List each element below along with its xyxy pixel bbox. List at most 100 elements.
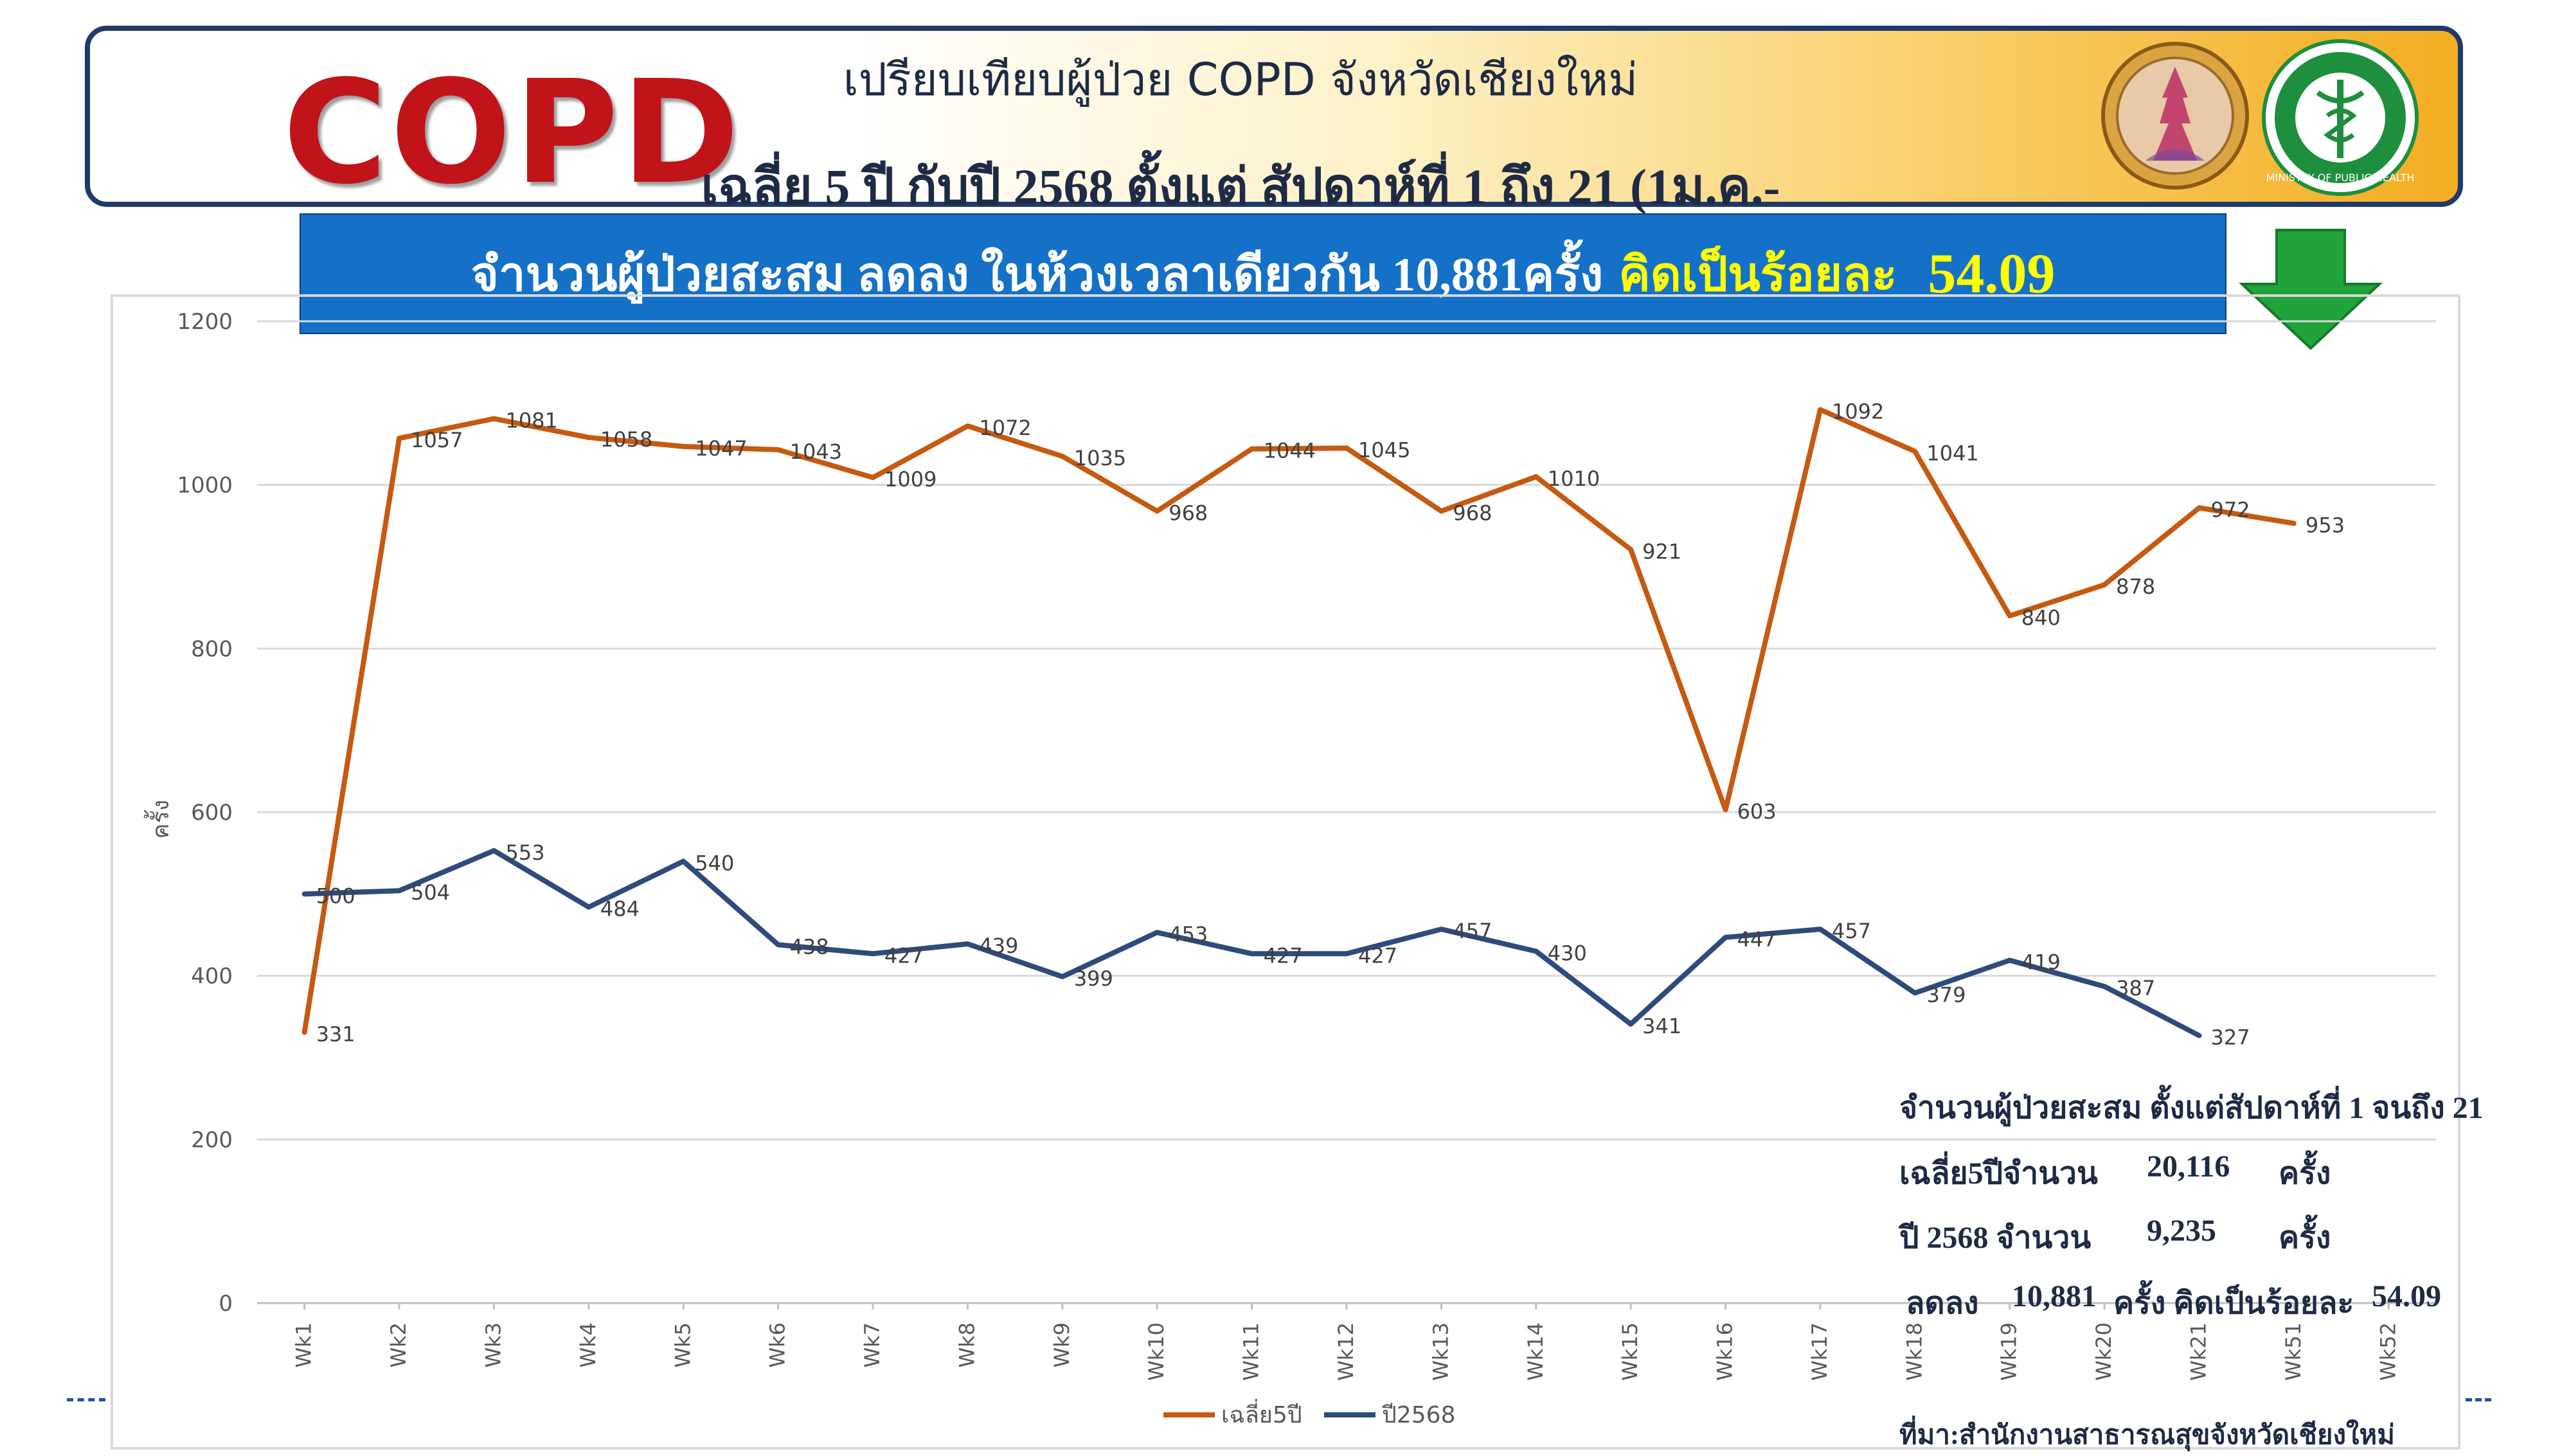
data-label: 1057	[411, 428, 463, 452]
y-tick-label: 800	[191, 636, 233, 662]
x-tick-label: Wk13	[1428, 1322, 1453, 1381]
legend-label: ปี2568	[1381, 1402, 1455, 1428]
data-label: 968	[1169, 501, 1208, 525]
data-label: 1044	[1264, 439, 1316, 463]
data-label: 341	[1642, 1014, 1681, 1038]
y-tick-label: 200	[191, 1127, 233, 1153]
y-tick-label: 400	[191, 964, 233, 990]
y-axis-title: ครั้ง	[143, 800, 174, 839]
summary-avg5-label: เฉลี่ย5ปีจำนวน	[1899, 1157, 2098, 1191]
summary-avg5-value: 20,116	[2147, 1150, 2230, 1184]
seal-caption: MINISTRY OF PUBLIC HEALTH	[2266, 172, 2415, 184]
data-label: 457	[1832, 919, 1871, 943]
summary-heading: จำนวนผู้ป่วยสะสม ตั้งแต่สัปดาห์ที่ 1 จนถ…	[1899, 1091, 2484, 1125]
data-label: 553	[505, 840, 544, 865]
copd-logo: COPD	[283, 50, 742, 216]
down-arrow-icon	[2238, 229, 2383, 350]
x-tick-label: Wk11	[1239, 1322, 1264, 1381]
data-label: 427	[1358, 943, 1397, 968]
data-label: 1045	[1358, 438, 1410, 462]
data-label: 540	[695, 851, 734, 875]
x-tick-label: Wk1	[292, 1322, 316, 1368]
data-label: 504	[411, 880, 450, 905]
series-line-avg5y	[301, 407, 2297, 1035]
data-label: 1047	[695, 436, 747, 461]
x-tick-label: Wk17	[1807, 1322, 1832, 1381]
summary-decrease-text: ครั้ง คิดเป็นร้อยละ	[2113, 1286, 2354, 1320]
x-tick-label: Wk6	[766, 1322, 790, 1368]
data-label: 603	[1737, 799, 1777, 824]
summary-avg5-unit: ครั้ง	[2279, 1157, 2331, 1191]
series-line-y2568	[301, 848, 2202, 1038]
summary-2568-label: ปี 2568 จำนวน	[1899, 1221, 2092, 1255]
summary-2568-value: 9,235	[2147, 1214, 2216, 1248]
source-note: ที่มา:สำนักงานสาธารณสุขจังหวัดเชียงใหม่	[1899, 1421, 2395, 1450]
summary-banner: จำนวนผู้ป่วยสะสม ลดลง ในห้วงเวลาเดียวกัน…	[300, 213, 2226, 334]
data-label: 438	[790, 934, 829, 959]
x-tick-label: Wk19	[1997, 1322, 2021, 1381]
x-tick-label: Wk15	[1618, 1322, 1642, 1381]
data-label: 427	[1264, 943, 1303, 968]
y-tick-label: 1200	[177, 309, 233, 335]
x-tick-label: Wk9	[1050, 1322, 1074, 1368]
summary-decrease-value: 10,881	[2012, 1279, 2097, 1313]
data-label: 500	[316, 883, 355, 908]
x-tick-label: Wk21	[2187, 1322, 2211, 1381]
ministry-of-public-health-seal-icon: MINISTRY OF PUBLIC HEALTH	[2262, 39, 2419, 196]
x-tick-label: Wk18	[1902, 1322, 1926, 1381]
data-label: 968	[1453, 501, 1492, 525]
data-label: 484	[600, 897, 640, 921]
data-label: 953	[2306, 513, 2345, 538]
banner-highlight: คิดเป็นร้อยละ	[1618, 249, 1897, 301]
data-label: 427	[884, 943, 924, 968]
data-label: 447	[1737, 927, 1777, 952]
x-tick-label: Wk2	[386, 1322, 411, 1368]
x-tick-label: Wk3	[481, 1322, 505, 1368]
data-label: 379	[1926, 982, 1966, 1007]
y-tick-label: 600	[191, 800, 233, 826]
x-tick-label: Wk14	[1523, 1322, 1548, 1381]
banner-text: จำนวนผู้ป่วยสะสม ลดลง ในห้วงเวลาเดียวกัน…	[470, 249, 1604, 301]
x-tick-label: Wk10	[1144, 1322, 1169, 1381]
data-label: 430	[1548, 941, 1587, 965]
data-label: 399	[1074, 966, 1113, 991]
y-tick-label: 1000	[177, 473, 233, 499]
y-tick-label: 0	[219, 1291, 233, 1317]
provincial-seal-icon	[2101, 42, 2249, 190]
data-label: 419	[2021, 950, 2061, 974]
data-label: 921	[1642, 539, 1681, 564]
data-label: 1058	[600, 427, 652, 452]
x-tick-label: Wk4	[576, 1322, 600, 1368]
data-label: 387	[2116, 976, 2155, 1000]
data-label: 1092	[1832, 400, 1884, 424]
divider-left	[67, 1398, 105, 1401]
data-label: 840	[2021, 605, 2061, 630]
summary-decrease-percent: 54.09	[2372, 1279, 2441, 1313]
data-label: 1081	[505, 409, 557, 433]
x-tick-label: Wk5	[670, 1322, 695, 1368]
x-tick-label: Wk20	[2092, 1322, 2116, 1381]
x-tick-label: Wk16	[1713, 1322, 1737, 1381]
x-tick-label: Wk12	[1334, 1322, 1358, 1381]
x-tick-label: Wk8	[954, 1322, 979, 1368]
legend-label: เฉลี่ย5ปี	[1221, 1399, 1302, 1428]
x-tick-label: Wk52	[2376, 1322, 2400, 1381]
summary-2568-unit: ครั้ง	[2279, 1221, 2331, 1255]
page-title: เปรียบเทียบผู้ป่วย COPD จังหวัดเชียงใหม่	[843, 53, 1638, 106]
data-label: 439	[979, 934, 1018, 958]
data-label: 457	[1453, 919, 1492, 943]
data-label: 1009	[884, 467, 936, 492]
data-label: 972	[2211, 497, 2250, 522]
data-label: 1043	[790, 439, 842, 464]
summary-decrease-label: ลดลง	[1906, 1286, 1979, 1320]
data-label: 327	[2211, 1025, 2250, 1050]
data-label: 331	[316, 1022, 355, 1047]
x-tick-label: Wk51	[2281, 1322, 2306, 1381]
data-label: 1035	[1074, 446, 1126, 470]
data-label: 453	[1169, 922, 1208, 946]
data-label: 1072	[979, 416, 1031, 440]
divider-right	[2466, 1398, 2491, 1401]
header-banner	[85, 26, 2463, 207]
data-label: 1041	[1926, 441, 1978, 465]
